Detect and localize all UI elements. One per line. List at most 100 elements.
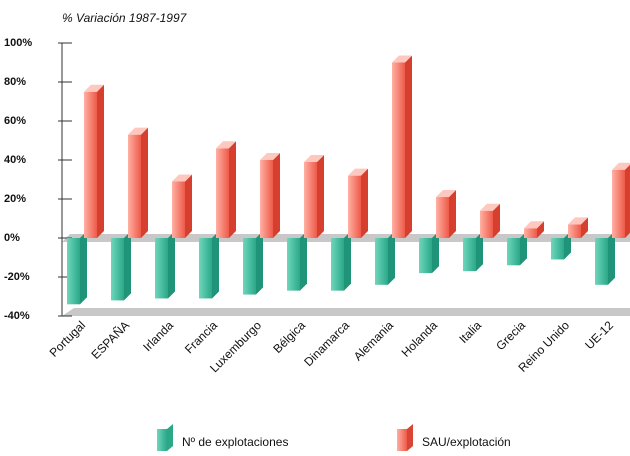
bar (392, 55, 412, 238)
x-tick-label: Francia (182, 318, 220, 356)
x-tick-label: Portugal (47, 318, 89, 360)
bar-side (581, 217, 588, 238)
bar-side (388, 231, 395, 285)
bar-side (520, 231, 527, 266)
bar-side (344, 231, 351, 291)
bar-top (568, 217, 588, 225)
bar (568, 217, 588, 238)
chart-title: % Variación 1987-1997 (62, 11, 188, 25)
bar (67, 231, 87, 305)
bar-front (436, 197, 449, 238)
bar-front (568, 224, 581, 238)
x-tick-label: Grecia (493, 318, 528, 353)
bar-front (260, 160, 273, 238)
bar-front (84, 91, 97, 238)
bar-front (287, 238, 300, 291)
bar (507, 231, 527, 266)
bar (128, 127, 148, 238)
bar-side (405, 55, 412, 238)
bar-front (304, 161, 317, 238)
bar (612, 162, 630, 238)
bar (260, 153, 280, 238)
bar (524, 221, 544, 238)
bar (172, 174, 192, 238)
bar-front (419, 238, 432, 274)
bar-side (625, 164, 630, 238)
bar-front (392, 62, 405, 238)
bar-top (436, 190, 456, 198)
bar-front (348, 175, 361, 238)
bar-top (84, 84, 104, 92)
legend-swatch-side (407, 424, 413, 451)
x-tick-label: Bélgica (270, 318, 308, 356)
bar-front (128, 134, 141, 238)
bar-top (172, 174, 192, 182)
x-tick-label: UE-12 (582, 318, 616, 352)
bar-side (273, 153, 280, 238)
bar-side (229, 141, 236, 238)
bar-side (300, 231, 307, 291)
bar-top (260, 153, 280, 160)
bar (375, 231, 395, 285)
bar-front (331, 238, 344, 291)
bar-side (124, 231, 131, 301)
bar-side (317, 154, 324, 238)
legend-swatch (397, 429, 407, 451)
bar-side (185, 174, 192, 238)
bar-front (67, 238, 80, 305)
bar-front (375, 238, 388, 285)
x-tick-label: Dinamarca (301, 318, 352, 369)
bar (348, 168, 368, 238)
bar-front (155, 238, 168, 299)
bar (304, 154, 324, 238)
bar-side (432, 231, 439, 274)
bar-front (111, 238, 124, 301)
bar-front (172, 181, 185, 238)
bar-side (97, 84, 104, 238)
x-tick-label: Alemania (351, 318, 397, 364)
bar-top (216, 141, 236, 149)
y-tick-label: 40% (4, 154, 26, 166)
bar-top (612, 162, 630, 170)
bar-top (348, 168, 368, 176)
bar (595, 231, 615, 285)
y-tick-label: -20% (4, 271, 30, 283)
base-plane (62, 308, 630, 316)
bar-side (493, 203, 500, 238)
bar-front (216, 148, 229, 238)
x-tick-label: Holanda (399, 318, 441, 360)
bar (463, 231, 483, 272)
bar-front (612, 169, 625, 238)
bar-top (392, 55, 412, 63)
y-tick-label: -40% (4, 310, 30, 322)
legend-label: SAU/explotación (422, 435, 511, 449)
bar (480, 203, 500, 238)
bar-front (199, 238, 212, 299)
y-tick-label: 0% (4, 232, 20, 244)
y-tick-label: 80% (4, 76, 26, 88)
bar-side (168, 231, 175, 299)
x-tick-label: Italia (456, 318, 484, 346)
bar (331, 231, 351, 291)
plot-area: -40% -20% 0% 20% 40% 60% 80% 100% Portugal ESPAÑA… (4, 37, 630, 375)
bar (287, 231, 307, 291)
bar-side (476, 231, 483, 272)
bar-side (141, 127, 148, 238)
bar (243, 231, 263, 295)
bar-top (128, 127, 148, 135)
legend-swatch (157, 429, 167, 451)
bar (199, 231, 219, 299)
bar-top (524, 221, 544, 229)
legend-label: Nº de explotaciones (182, 435, 288, 449)
legend-swatch-side (167, 424, 173, 451)
bar-side (80, 231, 87, 305)
bar-side (608, 231, 615, 285)
bar-front (551, 238, 564, 260)
bar-front (480, 210, 493, 238)
bar-side (212, 231, 219, 299)
bar (436, 190, 456, 238)
bar (155, 231, 175, 299)
bar (551, 231, 571, 260)
bar-side (537, 221, 544, 238)
